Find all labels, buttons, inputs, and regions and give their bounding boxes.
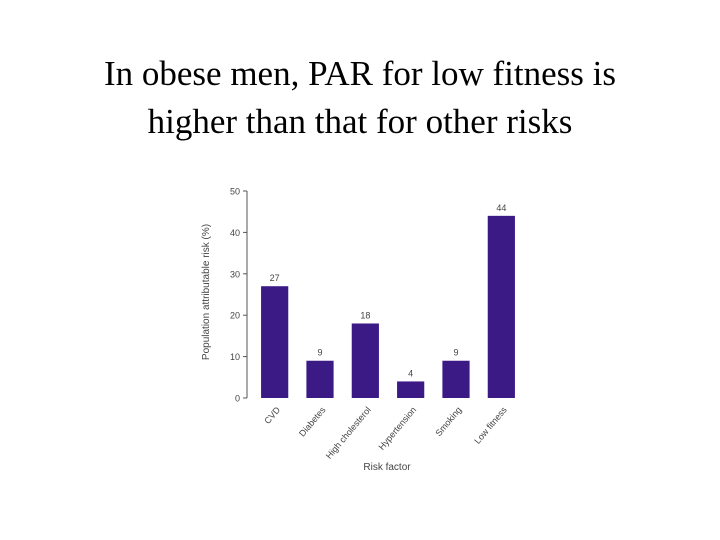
y-tick-label: 40	[230, 228, 240, 238]
y-tick-label: 50	[230, 187, 240, 197]
y-tick-label: 0	[235, 394, 240, 404]
y-tick-label: 30	[230, 269, 240, 279]
y-tick-label: 20	[230, 311, 240, 321]
chart-axes: 0 10 20 30 40 50	[230, 187, 248, 404]
chart-bars	[261, 215, 515, 398]
data-label: 44	[496, 203, 506, 213]
bar	[351, 323, 379, 398]
data-label: 27	[270, 273, 280, 283]
slide-title-line-1: In obese men, PAR for low fitness is	[103, 54, 616, 93]
data-label: 9	[317, 348, 322, 358]
category-label: CVD	[262, 404, 282, 425]
bar	[487, 215, 515, 398]
bar	[397, 381, 425, 398]
chart-labels: 27 CVD 9 Diabetes 18 High cholesterol 4 Hyperte…	[262, 203, 509, 461]
data-label: 4	[408, 368, 413, 378]
bar	[306, 360, 334, 398]
category-label: Low fitness	[472, 404, 509, 445]
category-label: High cholesterol	[324, 405, 373, 461]
data-label: 9	[453, 348, 458, 358]
y-tick-label: 10	[230, 352, 240, 362]
data-label: 18	[360, 310, 370, 320]
category-label: Hypertension	[376, 405, 418, 452]
category-label: Smoking	[433, 405, 463, 438]
x-axis-label: Risk factor	[363, 462, 411, 473]
bar	[442, 360, 470, 398]
slide-title: In obese men, PAR for low fitness is hig…	[40, 50, 680, 146]
category-label: Diabetes	[297, 404, 328, 438]
y-axis-label: Population attributable risk (%)	[201, 224, 212, 360]
bar	[261, 286, 289, 398]
slide-title-line-2: higher than that for other risks	[147, 102, 573, 141]
